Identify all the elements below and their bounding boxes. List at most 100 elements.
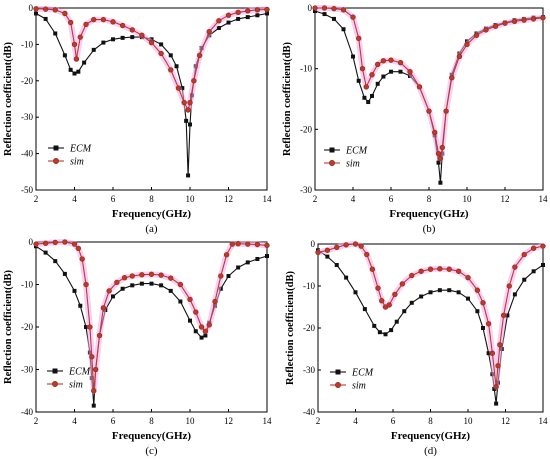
ecm-data-point xyxy=(174,64,179,69)
ecm-legend-label: ECM xyxy=(345,146,368,157)
sim-data-point xyxy=(416,84,423,90)
y-axis-label: Reflection coefficient(dB) xyxy=(3,269,14,384)
sim-data-point xyxy=(399,281,406,287)
sim-data-point xyxy=(235,241,241,247)
ecm-data-point xyxy=(381,74,386,79)
sim-data-point xyxy=(191,78,197,84)
ecm-data-point xyxy=(322,12,327,17)
ecm-data-point xyxy=(505,313,510,318)
sim-data-point xyxy=(435,150,442,157)
sim-data-point xyxy=(540,15,546,21)
ecm-data-point xyxy=(419,294,424,299)
sim-data-point xyxy=(33,241,39,247)
ecm-legend-label: ECM xyxy=(68,367,91,378)
y-tick-label: -30 xyxy=(21,112,33,122)
ecm-data-point xyxy=(437,288,442,293)
sim-data-point xyxy=(493,384,499,390)
ecm-data-point xyxy=(188,318,192,323)
ecm-data-point xyxy=(149,281,154,286)
ecm-data-point xyxy=(91,403,96,408)
sim-data-point xyxy=(96,332,103,339)
ecm-data-point xyxy=(394,319,399,324)
sim-data-point xyxy=(432,129,438,136)
sim-data-point xyxy=(449,75,455,81)
ecm-data-point xyxy=(402,309,407,314)
ecm-data-point xyxy=(84,325,89,329)
ecm-data-point xyxy=(245,15,250,20)
sim-data-point xyxy=(100,305,107,311)
ecm-data-point xyxy=(466,296,470,301)
ecm-data-point xyxy=(265,11,269,16)
ecm-data-point xyxy=(120,35,125,40)
y-tick-label: -20 xyxy=(300,124,312,134)
sim-legend-label: sim xyxy=(69,380,83,391)
sim-data-point xyxy=(33,6,39,12)
sim-data-point xyxy=(497,342,503,348)
y-tick-label: -20 xyxy=(21,76,33,86)
sim-data-point xyxy=(386,302,392,308)
ecm-data-point xyxy=(78,303,83,308)
sim-data-point xyxy=(91,388,97,394)
sim-data-point xyxy=(380,58,387,64)
sim-data-point xyxy=(67,19,74,26)
sim-data-point xyxy=(521,251,527,258)
legend: ECM sim xyxy=(330,368,374,392)
sim-data-point xyxy=(62,10,68,17)
x-tick-label: 6 xyxy=(391,416,396,426)
sim-data-point xyxy=(530,245,537,251)
ecm-data-point xyxy=(91,47,96,52)
sim-series-line xyxy=(317,243,544,388)
ecm-data-point xyxy=(334,263,339,267)
chart-panel-c: 2 4 6 8 10 12 14 0 -10 -20 -30 -40 Frequency(GHz) Ref… xyxy=(3,237,272,457)
sim-data-point xyxy=(245,8,251,14)
ecm-data-point xyxy=(203,333,208,338)
ecm-data-point xyxy=(111,294,115,299)
sim-data-point xyxy=(456,53,463,60)
sim-legend-label: sim xyxy=(70,157,84,168)
sim-data-point xyxy=(315,249,321,256)
ecm-data-point xyxy=(313,9,317,14)
ecm-data-point xyxy=(139,281,144,286)
x-axis-label: Frequency(GHz) xyxy=(112,208,192,220)
ecm-data-point xyxy=(341,27,346,32)
sim-data-point xyxy=(254,241,261,248)
sim-data-point xyxy=(264,6,270,13)
y-axis-label: Reflection coefficient(dB) xyxy=(3,41,14,156)
sim-data-point xyxy=(489,350,496,356)
sim-data-point xyxy=(148,39,155,46)
x-tick-label: 14 xyxy=(539,194,549,204)
y-tick-label: -10 xyxy=(21,39,33,49)
y-axis-label: Reflection coefficient(dB) xyxy=(282,41,293,156)
y-tick-label: -50 xyxy=(21,185,33,195)
ecm-data-point xyxy=(362,95,367,100)
x-tick-label: 8 xyxy=(428,416,433,426)
sim-data-point xyxy=(168,67,174,73)
ecm-data-point xyxy=(226,20,231,25)
sim-data-point xyxy=(71,41,78,48)
ecm-data-point xyxy=(130,283,135,288)
sim-data-point xyxy=(446,266,452,272)
ecm-data-point xyxy=(377,330,382,335)
sim-legend-marker xyxy=(335,382,341,388)
sim-data-point xyxy=(540,243,546,249)
sim-data-point xyxy=(83,21,89,28)
y-axis-label: Reflection coefficient(dB) xyxy=(285,270,296,385)
sim-data-point xyxy=(455,268,462,274)
sim-data-point xyxy=(324,247,331,253)
sim-data-point xyxy=(218,273,224,279)
ecm-data-point xyxy=(178,299,183,304)
ecm-data-point xyxy=(531,269,536,274)
sim-data-point xyxy=(187,296,193,303)
ecm-data-point xyxy=(82,60,87,65)
sim-data-point xyxy=(312,5,318,11)
y-tick-label: -30 xyxy=(300,185,312,195)
ecm-data-point xyxy=(344,275,349,280)
ecm-data-point xyxy=(120,286,125,291)
sim-series-line xyxy=(315,7,544,160)
ecm-data-point xyxy=(428,290,433,295)
ecm-data-point xyxy=(541,263,545,267)
sim-data-point xyxy=(91,16,97,23)
ecm-data-point xyxy=(72,71,77,76)
ecm-data-point xyxy=(62,53,67,58)
sim-data-point xyxy=(245,241,251,247)
